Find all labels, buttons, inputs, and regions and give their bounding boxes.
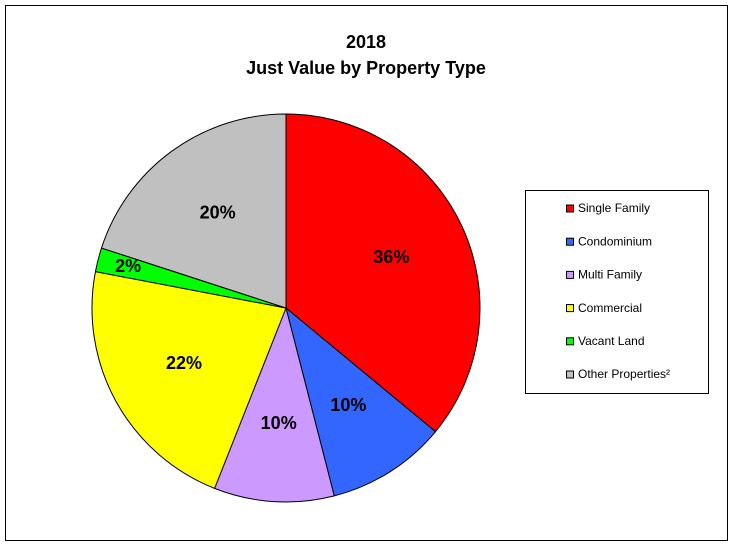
- legend-label: Vacant Land: [578, 334, 645, 348]
- legend-swatch: [566, 270, 574, 279]
- data-label: 20%: [200, 203, 236, 223]
- legend-label: Multi Family: [578, 268, 642, 282]
- legend-swatch: [566, 204, 574, 213]
- legend-label: Other Properties²: [578, 367, 670, 381]
- chart-subtitle: Just Value by Property Type: [246, 58, 486, 78]
- data-label: 2%: [115, 256, 141, 276]
- legend-swatch: [566, 370, 574, 379]
- data-label: 22%: [166, 353, 202, 373]
- pie-slice: [285, 113, 481, 433]
- data-label: 10%: [261, 413, 297, 433]
- data-label: 36%: [373, 247, 409, 267]
- chart-title: 2018: [346, 32, 386, 52]
- pie-slice: [100, 113, 287, 309]
- pie-slice: [213, 306, 335, 503]
- legend-box: [525, 190, 709, 394]
- legend-label: Single Family: [578, 201, 650, 215]
- legend-swatch: [566, 304, 574, 313]
- pie-slice: [285, 306, 437, 497]
- pie-slice: [91, 271, 287, 490]
- legend-label: Condominium: [578, 234, 652, 248]
- legend-label: Commercial: [578, 301, 642, 315]
- legend-swatch: [566, 337, 574, 346]
- legend-swatch: [566, 237, 574, 246]
- data-label: 10%: [330, 395, 366, 415]
